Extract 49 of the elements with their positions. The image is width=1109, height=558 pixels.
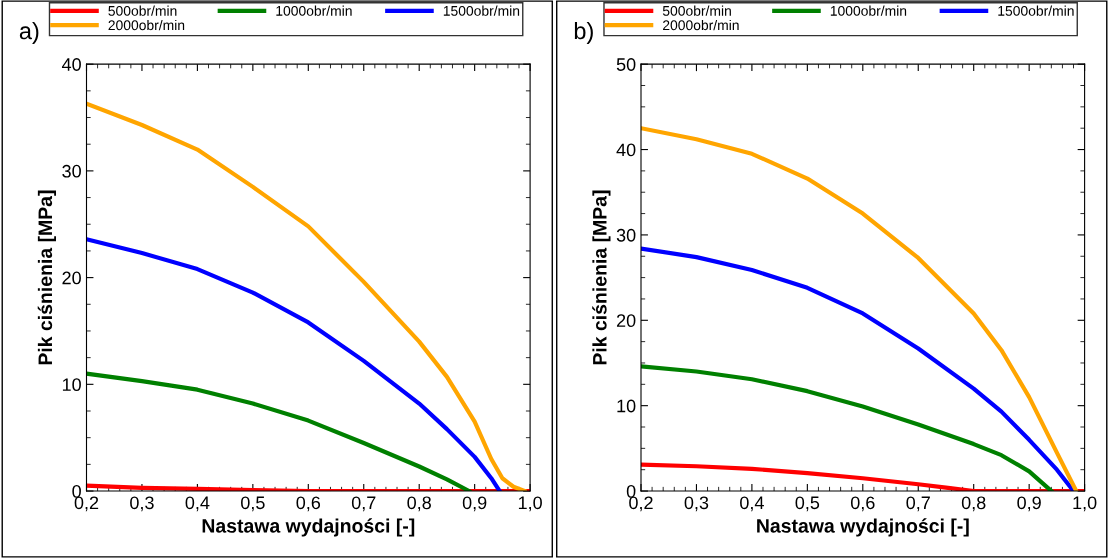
x-tick-label: 0,7	[351, 496, 376, 512]
x-tick-label: 0,7	[906, 496, 930, 512]
x-tick-label: 0,3	[684, 496, 709, 512]
x-axis-title: Nastawa wydajności [-]	[757, 518, 969, 537]
legend-label: 1000obr/min	[276, 5, 352, 16]
y-tick-label: 30	[616, 228, 636, 242]
x-tick-label: 0,6	[850, 496, 875, 512]
y-tick-label: 0	[626, 484, 636, 498]
line-series	[86, 101, 527, 492]
line-series	[86, 237, 502, 492]
x-tick-label: 0,8	[961, 496, 986, 512]
y-tick-label: 30	[62, 164, 81, 178]
y-axis-title: Pik ciśnienia [MPa]	[37, 190, 56, 365]
y-tick-label: 10	[617, 399, 636, 413]
x-tick-label: 0,9	[462, 496, 487, 512]
y-tick-label: 40	[61, 58, 81, 71]
legend-label: 1500obr/min	[443, 5, 520, 16]
chart-title: b)	[574, 21, 593, 44]
x-tick-label: 0,5	[241, 496, 265, 512]
x-axis-title: Nastawa wydajności [-]	[202, 518, 415, 537]
x-tick-label: 0,6	[296, 496, 321, 512]
line-series	[86, 371, 472, 492]
x-tick-label: 0,9	[1017, 496, 1041, 512]
chart-title: a)	[19, 21, 39, 44]
y-axis-title: Pik ciśnienia [MPa]	[592, 190, 611, 365]
y-tick-label: 20	[62, 271, 81, 285]
x-tick-label: 1,0	[518, 496, 542, 512]
line-series	[641, 126, 1079, 492]
legend-label: 2000obr/min	[663, 19, 739, 31]
x-tick-label: 0,3	[130, 496, 154, 512]
y-tick-label: 20	[616, 314, 636, 328]
x-tick-label: 0,2	[74, 496, 99, 512]
x-tick-label: 1,0	[1073, 496, 1097, 512]
x-tick-label: 0,4	[740, 496, 764, 512]
line-series	[641, 364, 1054, 492]
legend-label: 500obr/min	[662, 5, 731, 16]
x-tick-label: 0,5	[795, 496, 820, 512]
x-tick-label: 0,8	[407, 496, 431, 512]
legend-label: 1000obr/min	[830, 5, 907, 16]
y-tick-label: 0	[72, 484, 81, 498]
y-tick-label: 50	[616, 58, 636, 71]
y-tick-label: 40	[616, 143, 636, 157]
legend-label: 1500obr/min	[998, 5, 1074, 16]
line-series	[641, 246, 1076, 492]
y-tick-label: 10	[62, 378, 81, 392]
legend-label: 2000obr/min	[108, 19, 185, 31]
legend-label: 500obr/min	[108, 5, 177, 16]
x-tick-label: 0,2	[629, 496, 653, 512]
x-tick-label: 0,4	[185, 496, 210, 512]
